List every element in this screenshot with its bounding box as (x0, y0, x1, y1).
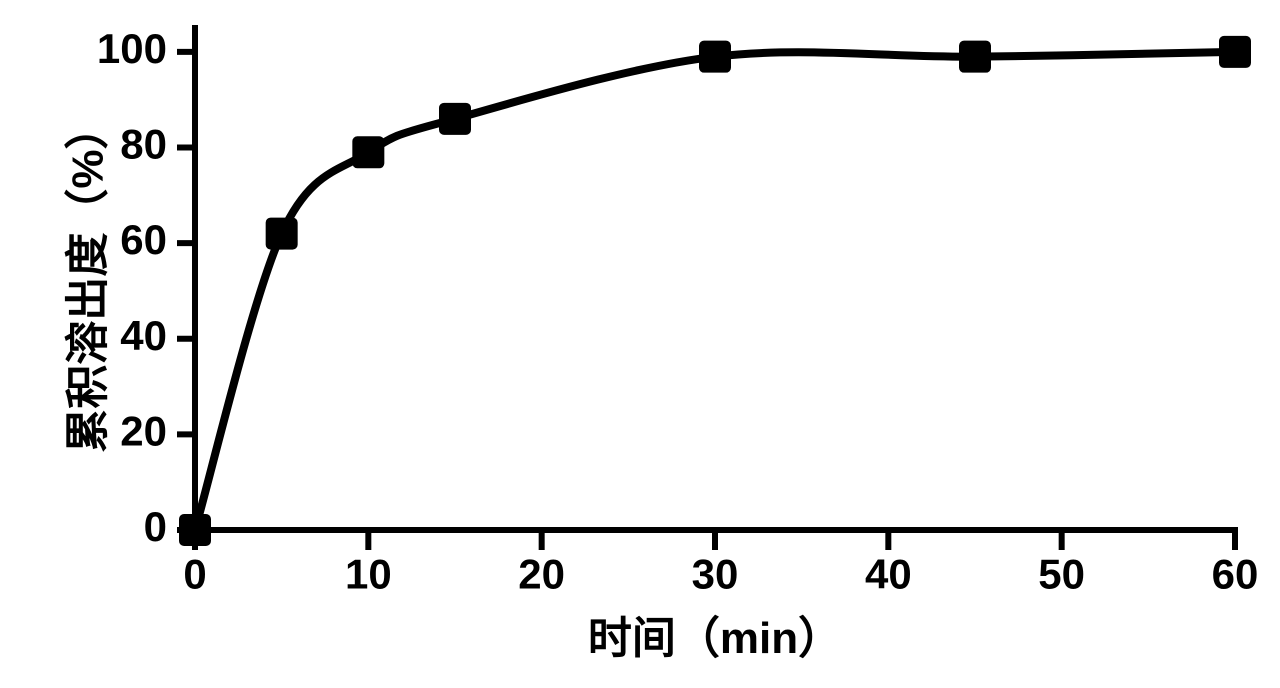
x-axis-label: 时间（min） (588, 614, 842, 663)
y-axis-label: 累积溶出度（%） (64, 105, 113, 452)
x-tick-label: 20 (518, 550, 565, 597)
x-tick-label: 50 (1038, 550, 1085, 597)
data-point (960, 42, 990, 72)
y-tick-label: 100 (97, 25, 167, 72)
x-tick-label: 40 (865, 550, 912, 597)
y-tick-label: 0 (144, 503, 167, 550)
y-tick-label: 40 (120, 312, 167, 359)
data-point (353, 137, 383, 167)
chart-container: 0 20 40 60 80 100 0 10 20 30 40 50 60 时间（min） 累积溶出度（%） (0, 0, 1280, 688)
data-point (267, 219, 297, 249)
data-point (700, 42, 730, 72)
x-tick-label: 0 (183, 550, 206, 597)
y-tick-label: 20 (120, 407, 167, 454)
x-tick-label: 30 (692, 550, 739, 597)
y-tick-label: 80 (120, 121, 167, 168)
data-point (440, 104, 470, 134)
dissolution-chart: 0 20 40 60 80 100 0 10 20 30 40 50 60 时间（min） 累积溶出度（%） (0, 0, 1280, 688)
x-tick-label: 10 (345, 550, 392, 597)
x-tick-label: 60 (1212, 550, 1259, 597)
data-point (1220, 37, 1250, 67)
y-tick-label: 60 (120, 216, 167, 263)
